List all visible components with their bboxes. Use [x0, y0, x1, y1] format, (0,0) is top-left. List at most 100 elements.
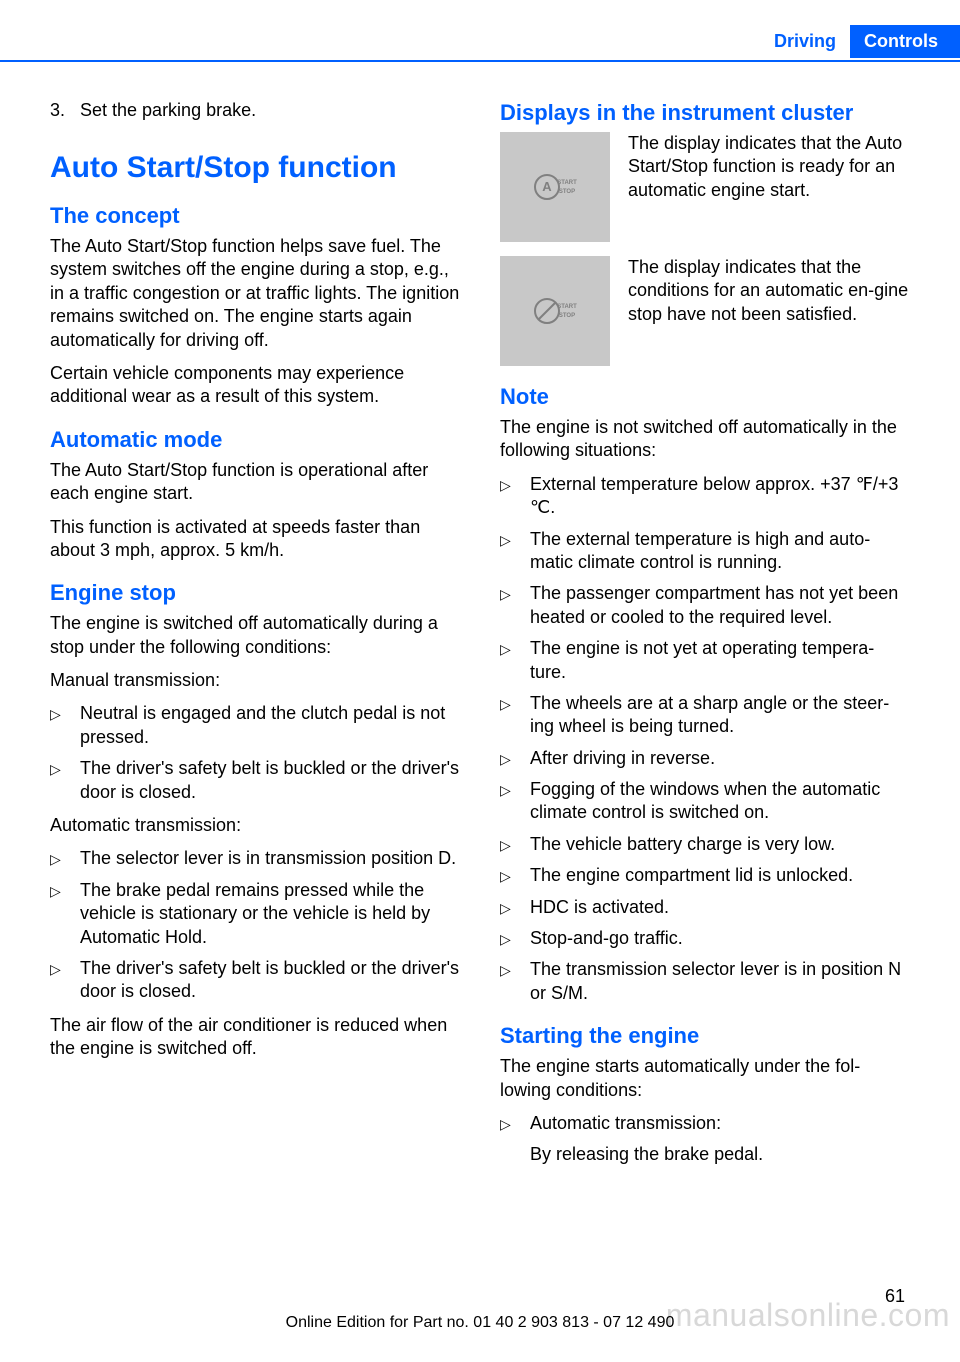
concept-para-1: The Auto Start/Stop function helps save … — [50, 235, 460, 352]
bullet-icon: ▷ — [500, 747, 530, 770]
header-section: Driving — [760, 25, 850, 58]
list-text: Automatic transmission: By releasing the… — [530, 1112, 763, 1167]
list-item: ▷The wheels are at a sharp angle or the … — [500, 692, 910, 739]
list-text: After driving in reverse. — [530, 747, 715, 770]
bullet-icon: ▷ — [500, 692, 530, 739]
list-item: ▷ Automatic transmission: By releasing t… — [500, 1112, 910, 1167]
start-list: ▷ Automatic transmission: By releasing t… — [500, 1112, 910, 1167]
list-text-line2: By releasing the brake pedal. — [530, 1143, 763, 1166]
display-indicator-ready: A START STOP The display indicates that … — [500, 132, 910, 242]
list-item: ▷The vehicle battery charge is very low. — [500, 833, 910, 856]
list-item: ▷The passenger compartment has not yet b… — [500, 582, 910, 629]
list-text: The engine compartment lid is unlocked. — [530, 864, 853, 887]
subheading-starting: Starting the engine — [500, 1023, 910, 1049]
display-indicator-notready: START STOP The display indicates that th… — [500, 256, 910, 366]
list-text: The transmission selector lever is in po… — [530, 958, 910, 1005]
page-content: 3. Set the parking brake. Auto Start/Sto… — [50, 100, 910, 1177]
stop-auto-list: ▷The selector lever is in transmission p… — [50, 847, 460, 1003]
list-text: Stop-and-go traffic. — [530, 927, 683, 950]
list-item: ▷Fogging of the windows when the automat… — [500, 778, 910, 825]
stop-intro: The engine is switched off automatically… — [50, 612, 460, 659]
step-number: 3. — [50, 100, 80, 121]
stop-auto-label: Automatic transmission: — [50, 814, 460, 837]
list-text: The engine is not yet at operating tempe… — [530, 637, 910, 684]
bullet-icon: ▷ — [500, 582, 530, 629]
list-item: ▷After driving in reverse. — [500, 747, 910, 770]
list-text: The driver's safety belt is buckled or t… — [80, 757, 460, 804]
svg-text:A: A — [542, 179, 552, 194]
list-text: The brake pedal remains pressed while th… — [80, 879, 460, 949]
stop-manual-label: Manual transmission: — [50, 669, 460, 692]
footer-edition: Online Edition for Part no. 01 40 2 903 … — [0, 1314, 960, 1332]
header-rule — [0, 60, 960, 62]
start-intro: The engine starts automatically under th… — [500, 1055, 910, 1102]
bullet-icon: ▷ — [500, 1112, 530, 1167]
subheading-displays: Displays in the instrument cluster — [500, 100, 910, 126]
bullet-icon: ▷ — [50, 757, 80, 804]
svg-text:STOP: STOP — [559, 313, 575, 319]
stop-outro: The air flow of the air conditioner is r… — [50, 1014, 460, 1061]
stop-manual-list: ▷Neutral is engaged and the clutch pedal… — [50, 702, 460, 804]
list-text: The external temperature is high and aut… — [530, 528, 910, 575]
page-header: Driving Controls — [760, 25, 960, 58]
bullet-icon: ▷ — [50, 847, 80, 870]
note-list: ▷External temperature below approx. +37 … — [500, 473, 910, 1005]
list-text: Fogging of the windows when the automati… — [530, 778, 910, 825]
note-intro: The engine is not switched off automatic… — [500, 416, 910, 463]
bullet-icon: ▷ — [500, 637, 530, 684]
list-text: HDC is activated. — [530, 896, 669, 919]
list-item: ▷Stop-and-go traffic. — [500, 927, 910, 950]
bullet-icon: ▷ — [500, 528, 530, 575]
bullet-icon: ▷ — [500, 778, 530, 825]
list-text: External temperature below approx. +37 ℉… — [530, 473, 910, 520]
svg-text:STOP: STOP — [559, 189, 575, 195]
concept-para-2: Certain vehicle components may experienc… — [50, 362, 460, 409]
start-stop-ready-icon: A START STOP — [500, 132, 610, 242]
list-item: ▷HDC is activated. — [500, 896, 910, 919]
list-text: The selector lever is in transmission po… — [80, 847, 456, 870]
svg-text:START: START — [557, 304, 577, 310]
list-item: ▷External temperature below approx. +37 … — [500, 473, 910, 520]
subheading-automatic-mode: Automatic mode — [50, 427, 460, 453]
list-item: ▷The external temperature is high and au… — [500, 528, 910, 575]
bullet-icon: ▷ — [50, 702, 80, 749]
subheading-engine-stop: Engine stop — [50, 580, 460, 606]
list-item: ▷The engine is not yet at operating temp… — [500, 637, 910, 684]
start-stop-notready-icon: START STOP — [500, 256, 610, 366]
list-item: ▷The transmission selector lever is in p… — [500, 958, 910, 1005]
list-text-line1: Automatic transmission: — [530, 1112, 763, 1135]
list-text: The driver's safety belt is buckled or t… — [80, 957, 460, 1004]
page-number: 61 — [885, 1286, 905, 1307]
list-item: ▷The driver's safety belt is buckled or … — [50, 957, 460, 1004]
subheading-note: Note — [500, 384, 910, 410]
list-item: ▷The selector lever is in transmission p… — [50, 847, 460, 870]
list-text: The wheels are at a sharp angle or the s… — [530, 692, 910, 739]
list-text: The vehicle battery charge is very low. — [530, 833, 835, 856]
auto-para-2: This function is activated at speeds fas… — [50, 516, 460, 563]
svg-text:START: START — [557, 180, 577, 186]
bullet-icon: ▷ — [500, 864, 530, 887]
bullet-icon: ▷ — [500, 473, 530, 520]
list-item: ▷The driver's safety belt is buckled or … — [50, 757, 460, 804]
bullet-icon: ▷ — [500, 927, 530, 950]
bullet-icon: ▷ — [50, 879, 80, 949]
left-column: 3. Set the parking brake. Auto Start/Sto… — [50, 100, 460, 1177]
numbered-step-3: 3. Set the parking brake. — [50, 100, 460, 121]
subheading-concept: The concept — [50, 203, 460, 229]
bullet-icon: ▷ — [500, 896, 530, 919]
bullet-icon: ▷ — [500, 833, 530, 856]
section-title: Auto Start/Stop function — [50, 151, 460, 185]
list-item: ▷The brake pedal remains pressed while t… — [50, 879, 460, 949]
list-text: Neutral is engaged and the clutch pedal … — [80, 702, 460, 749]
auto-para-1: The Auto Start/Stop function is operatio… — [50, 459, 460, 506]
list-item: ▷The engine compartment lid is unlocked. — [500, 864, 910, 887]
display-ready-text: The display indicates that the Auto Star… — [628, 132, 910, 242]
bullet-icon: ▷ — [50, 957, 80, 1004]
step-text: Set the parking brake. — [80, 100, 256, 121]
bullet-icon: ▷ — [500, 958, 530, 1005]
header-chapter: Controls — [850, 25, 960, 58]
list-text: The passenger compartment has not yet be… — [530, 582, 910, 629]
display-notready-text: The display indicates that the condition… — [628, 256, 910, 366]
right-column: Displays in the instrument cluster A STA… — [500, 100, 910, 1177]
list-item: ▷Neutral is engaged and the clutch pedal… — [50, 702, 460, 749]
